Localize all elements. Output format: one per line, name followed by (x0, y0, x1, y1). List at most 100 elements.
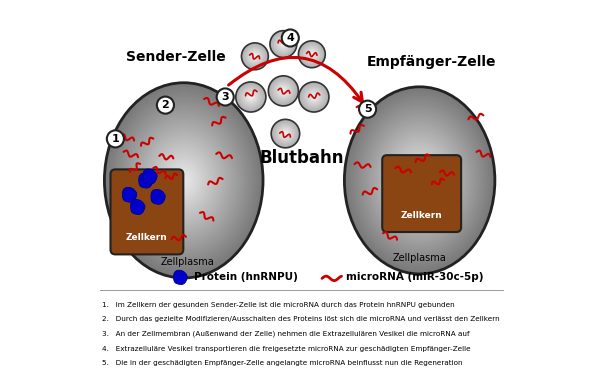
Ellipse shape (373, 123, 465, 238)
Ellipse shape (145, 133, 223, 228)
Circle shape (250, 51, 260, 61)
Ellipse shape (356, 101, 484, 260)
Ellipse shape (361, 107, 479, 254)
Circle shape (246, 48, 264, 65)
Circle shape (300, 83, 328, 111)
Ellipse shape (345, 88, 494, 273)
Circle shape (306, 48, 318, 61)
Circle shape (247, 93, 255, 101)
Circle shape (307, 50, 317, 59)
Circle shape (243, 89, 259, 104)
Ellipse shape (109, 87, 259, 273)
Ellipse shape (351, 95, 489, 266)
Polygon shape (151, 189, 165, 204)
Circle shape (281, 41, 286, 47)
Ellipse shape (418, 178, 422, 183)
Ellipse shape (375, 124, 465, 236)
Circle shape (239, 86, 262, 109)
Ellipse shape (404, 162, 435, 199)
Text: 5.   Die in der geschädigten Empfänger-Zelle angelangte microRNA beinflusst nun : 5. Die in der geschädigten Empfänger-Zel… (102, 360, 463, 366)
Ellipse shape (110, 90, 257, 271)
Circle shape (300, 42, 325, 67)
Circle shape (280, 40, 287, 48)
Ellipse shape (366, 114, 473, 247)
Circle shape (306, 89, 322, 105)
Circle shape (281, 42, 285, 46)
Circle shape (251, 53, 259, 60)
Ellipse shape (126, 110, 241, 251)
Circle shape (304, 46, 320, 62)
Circle shape (283, 131, 288, 136)
Circle shape (312, 95, 316, 99)
Ellipse shape (381, 132, 458, 228)
Ellipse shape (378, 129, 461, 232)
Circle shape (236, 83, 265, 112)
Ellipse shape (121, 103, 246, 257)
Circle shape (305, 48, 318, 61)
Circle shape (242, 87, 260, 107)
Circle shape (306, 89, 321, 104)
Circle shape (311, 54, 312, 55)
Ellipse shape (402, 158, 437, 202)
Circle shape (304, 87, 324, 107)
Ellipse shape (143, 130, 224, 230)
Ellipse shape (395, 150, 444, 211)
Circle shape (310, 52, 314, 57)
Circle shape (283, 90, 284, 91)
Circle shape (250, 97, 251, 98)
Circle shape (250, 96, 252, 98)
Circle shape (307, 90, 320, 104)
Circle shape (280, 87, 287, 94)
Circle shape (247, 49, 262, 64)
Ellipse shape (118, 100, 249, 261)
Circle shape (300, 83, 328, 112)
Circle shape (274, 35, 293, 54)
Circle shape (308, 51, 315, 58)
Ellipse shape (140, 127, 228, 234)
Circle shape (280, 128, 291, 139)
Circle shape (279, 40, 288, 49)
Circle shape (247, 48, 263, 64)
Circle shape (270, 78, 296, 104)
FancyBboxPatch shape (110, 169, 184, 254)
Circle shape (252, 54, 257, 59)
Circle shape (245, 46, 265, 67)
Circle shape (238, 84, 264, 110)
Polygon shape (138, 173, 153, 188)
Circle shape (271, 120, 299, 147)
Ellipse shape (162, 153, 206, 207)
Ellipse shape (166, 158, 201, 202)
Circle shape (243, 89, 259, 105)
Circle shape (312, 95, 315, 98)
Text: Zellkern: Zellkern (401, 211, 442, 220)
Circle shape (302, 44, 321, 64)
Circle shape (311, 54, 313, 55)
Circle shape (278, 39, 289, 49)
Circle shape (240, 86, 262, 108)
Circle shape (303, 86, 325, 108)
Circle shape (281, 129, 290, 138)
Ellipse shape (346, 89, 493, 271)
Circle shape (270, 31, 297, 58)
Ellipse shape (160, 151, 207, 210)
Circle shape (282, 43, 285, 46)
Ellipse shape (104, 83, 263, 278)
Circle shape (273, 34, 293, 54)
Circle shape (303, 45, 321, 64)
Circle shape (276, 37, 290, 51)
Ellipse shape (134, 120, 233, 241)
FancyArrowPatch shape (229, 57, 362, 102)
Ellipse shape (151, 140, 217, 221)
Circle shape (299, 41, 325, 67)
Circle shape (272, 79, 295, 103)
Ellipse shape (180, 175, 188, 185)
Ellipse shape (406, 164, 433, 197)
Circle shape (281, 129, 290, 138)
Circle shape (246, 92, 256, 102)
Ellipse shape (345, 87, 495, 274)
Ellipse shape (109, 89, 258, 272)
Circle shape (300, 43, 323, 66)
Circle shape (277, 37, 290, 51)
Ellipse shape (124, 107, 243, 254)
Ellipse shape (146, 134, 221, 227)
